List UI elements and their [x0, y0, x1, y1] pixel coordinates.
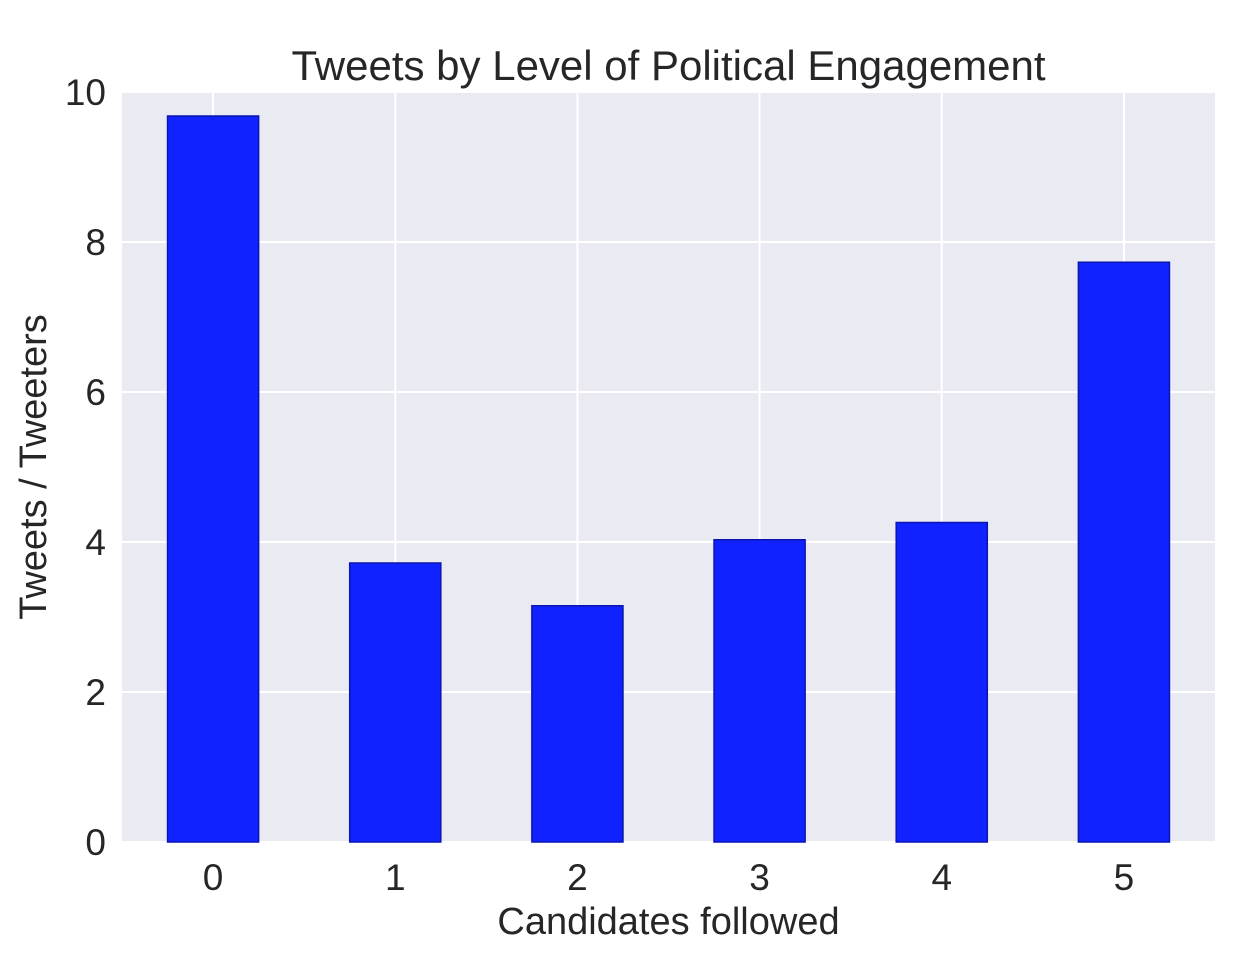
y-tick-label: 2: [85, 672, 106, 713]
x-tick-label: 3: [749, 857, 770, 898]
y-tick-label: 6: [85, 372, 106, 413]
x-axis-label: Candidates followed: [497, 901, 839, 943]
x-tick-label: 4: [931, 857, 952, 898]
bars: [166, 115, 1171, 843]
x-tick-label: 5: [1114, 857, 1135, 898]
x-tick-labels: 0 1 2 3 4 5: [203, 857, 1134, 898]
y-tick-label: 10: [65, 72, 106, 113]
y-axis-label: Tweets / Tweeters: [13, 314, 55, 620]
bar-0: [166, 115, 260, 843]
y-tick-label: 0: [85, 822, 106, 863]
bar-1: [348, 562, 442, 843]
plot-area: [122, 92, 1215, 842]
x-tick-label: 0: [203, 857, 224, 898]
x-tick-label: 2: [567, 857, 588, 898]
bar-2: [531, 605, 624, 843]
chart-title: Tweets by Level of Political Engagement: [291, 42, 1045, 89]
x-tick-label: 1: [385, 857, 406, 898]
bar-3: [713, 539, 806, 843]
y-tick-label: 4: [85, 522, 106, 563]
y-tick-labels: 0 2 4 6 8 10: [65, 72, 106, 863]
bar-4: [895, 521, 989, 843]
bar-5: [1077, 261, 1171, 843]
y-tick-label: 8: [85, 222, 106, 263]
